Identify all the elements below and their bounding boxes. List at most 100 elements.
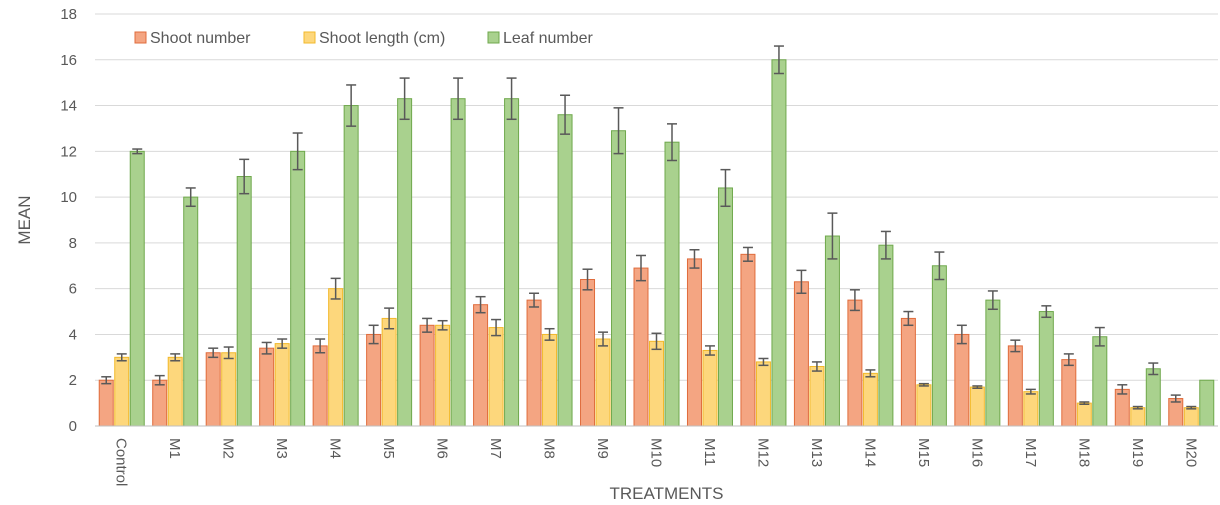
x-tick-label: M18 <box>1075 438 1092 467</box>
bar <box>686 258 702 427</box>
bar <box>236 176 252 427</box>
bar <box>878 244 894 427</box>
y-tick-label: 8 <box>69 235 77 252</box>
y-tick-label: 12 <box>60 143 77 160</box>
legend-label: Leaf number <box>503 30 594 47</box>
bar <box>793 281 809 427</box>
bar <box>1023 391 1039 427</box>
x-tick-label: M8 <box>541 438 558 459</box>
bar <box>397 98 413 427</box>
bar <box>900 317 916 427</box>
legend: Shoot number Shoot length (cm) Leaf number <box>134 30 594 47</box>
bar <box>862 372 878 427</box>
x-tick-label: M7 <box>487 438 504 459</box>
legend-label: Shoot number <box>150 30 251 47</box>
bar <box>557 114 573 427</box>
bar <box>221 352 237 427</box>
bar <box>1130 407 1146 427</box>
bar <box>916 384 932 427</box>
y-axis-title: MEAN <box>15 195 34 244</box>
bar <box>1061 359 1077 427</box>
x-tick-label: M4 <box>327 438 344 459</box>
bar <box>366 333 382 427</box>
x-tick-label: M15 <box>915 438 932 467</box>
y-tick-label: 10 <box>60 189 77 206</box>
legend-label: Shoot length (cm) <box>319 30 445 47</box>
bar <box>542 333 558 427</box>
bar <box>649 340 664 427</box>
bar <box>259 347 275 427</box>
bar <box>450 98 466 427</box>
bar <box>633 267 649 427</box>
x-tick-label: M2 <box>220 438 237 459</box>
bar <box>488 327 504 427</box>
bar <box>114 356 130 427</box>
bar <box>740 253 756 427</box>
y-tick-label: 0 <box>69 418 77 435</box>
bar <box>205 352 221 427</box>
bar <box>985 299 1001 427</box>
bar <box>274 343 290 427</box>
bar <box>129 150 145 427</box>
bar <box>664 141 680 427</box>
x-tick-label: M9 <box>594 438 611 459</box>
bar <box>152 379 168 427</box>
bar <box>580 279 596 427</box>
y-tick-label: 16 <box>60 52 77 69</box>
bar <box>167 356 183 427</box>
x-tick-label: M17 <box>1022 438 1039 467</box>
bar <box>473 304 489 427</box>
bar <box>328 288 344 427</box>
bar <box>824 235 840 427</box>
y-tick-label: 18 <box>60 6 77 23</box>
bar <box>1199 379 1215 427</box>
bar <box>419 324 435 427</box>
bar <box>290 150 306 427</box>
bar <box>1145 368 1161 427</box>
bar <box>611 130 627 427</box>
bar <box>1007 345 1023 427</box>
bar <box>1076 402 1092 427</box>
bar <box>435 324 451 427</box>
x-tick-label: M14 <box>861 438 878 467</box>
bar <box>755 361 771 427</box>
bar <box>809 365 825 427</box>
bar <box>98 379 114 427</box>
bar <box>1114 388 1130 427</box>
x-tick-label: M6 <box>434 438 451 459</box>
x-tick-label: M3 <box>273 438 290 459</box>
x-tick-label: M19 <box>1129 438 1146 467</box>
bar <box>717 187 733 427</box>
legend-swatch <box>134 31 147 44</box>
bar <box>1183 407 1199 427</box>
x-tick-label: M20 <box>1182 438 1199 467</box>
x-tick-label: Control <box>113 438 130 486</box>
x-axis-ticks: Control M1 M2 M3 M4 M5 M6 M7 M8 M9 M10 M11 M12 M13 M14… <box>113 438 1200 486</box>
bar <box>931 265 947 427</box>
bar <box>969 386 985 427</box>
bar <box>343 105 359 427</box>
bar <box>381 317 397 427</box>
x-axis-title: TREATMENTS <box>610 484 724 503</box>
bar <box>771 59 787 427</box>
error-bars <box>101 45 1197 410</box>
y-tick-label: 4 <box>69 326 77 343</box>
bar <box>847 299 863 427</box>
bar <box>1092 336 1108 427</box>
bar <box>312 345 328 427</box>
bar <box>526 299 542 427</box>
bar <box>183 196 199 427</box>
x-tick-label: M10 <box>648 438 665 467</box>
legend-swatch <box>303 31 316 44</box>
legend-swatch <box>487 31 500 44</box>
x-tick-label: M12 <box>754 438 771 467</box>
bar <box>595 338 611 427</box>
x-tick-label: M16 <box>968 438 985 467</box>
y-tick-label: 2 <box>69 372 77 389</box>
x-tick-label: M1 <box>166 438 183 459</box>
bar <box>1038 311 1054 427</box>
y-tick-label: 14 <box>60 98 77 115</box>
bar <box>954 333 970 427</box>
x-tick-label: M11 <box>701 438 718 466</box>
